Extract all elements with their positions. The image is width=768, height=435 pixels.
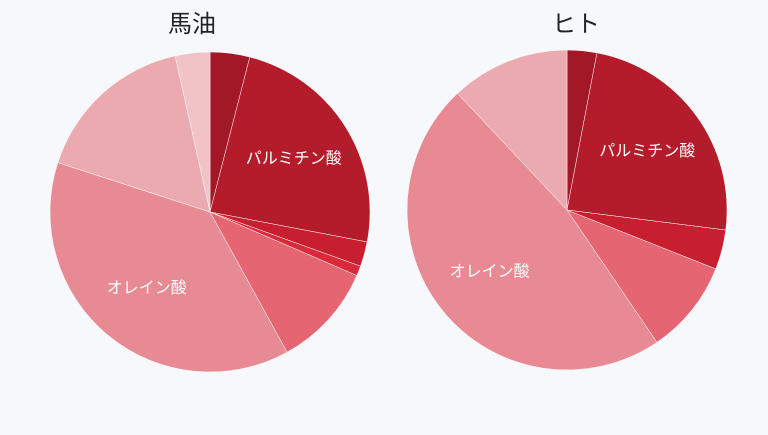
chart-horse-oil: 馬油 パルミチン酸オレイン酸: [49, 10, 371, 373]
chart-title: 馬油: [168, 10, 216, 38]
slice-label: パルミチン酸: [246, 148, 342, 167]
pie-slice-6: [457, 49, 568, 211]
pie-slice-6: [49, 162, 288, 373]
pie-slice-2: [566, 52, 728, 231]
pie-slice-4: [566, 209, 717, 343]
pie-slice-7: [57, 55, 211, 213]
chart-human: ヒト パルミチン酸オレイン酸: [384, 0, 768, 435]
slice-label: オレイン酸: [450, 262, 530, 281]
slice-label: オレイン酸: [107, 278, 187, 297]
chart-title: ヒト: [552, 10, 600, 38]
slice-label: パルミチン酸: [599, 141, 695, 160]
pie-slice-5: [209, 211, 358, 353]
pie-slice-2: [209, 56, 371, 243]
pie-slice-8: [174, 51, 211, 213]
pie-slice-5: [406, 93, 658, 371]
